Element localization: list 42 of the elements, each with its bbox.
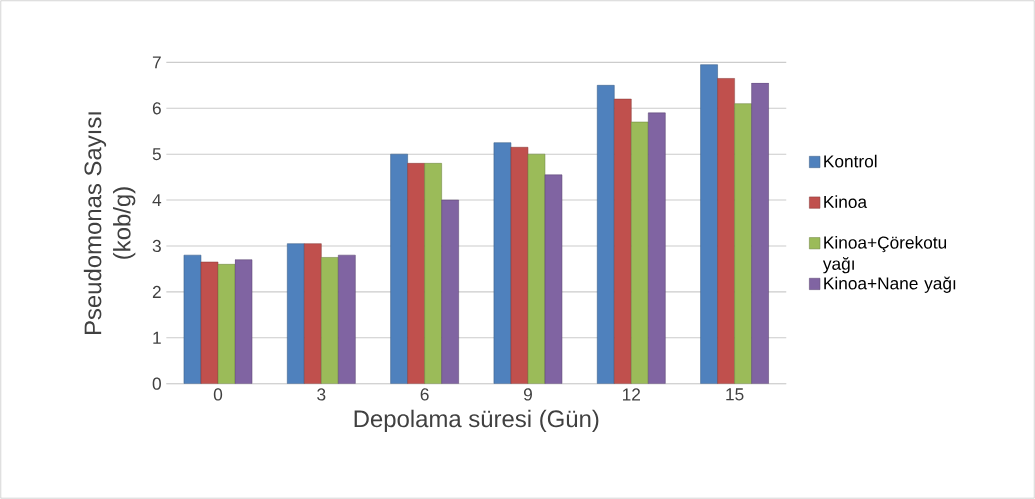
y-tick-label: 4 xyxy=(152,194,162,207)
bar xyxy=(751,82,769,384)
bar xyxy=(700,64,718,384)
x-tick-label: 3 xyxy=(317,388,326,401)
bar xyxy=(217,264,236,384)
y-tick-label: 5 xyxy=(152,148,161,161)
y-tick-label: 6 xyxy=(152,102,161,115)
bar xyxy=(441,199,459,384)
y-tick-label: 3 xyxy=(152,239,161,253)
legend-label: Kinoa+Nane yağı xyxy=(824,276,956,293)
y-tick-label: 1 xyxy=(153,331,161,344)
bar xyxy=(424,163,442,384)
y-tick-label: 0 xyxy=(152,377,161,390)
bar xyxy=(648,112,666,384)
legend-label: Kinoa+Çörekotu yağı xyxy=(822,235,947,274)
bar xyxy=(390,153,408,384)
bar xyxy=(614,98,632,384)
bar xyxy=(321,257,339,384)
bar xyxy=(596,85,615,384)
x-tick-label: 9 xyxy=(523,388,532,401)
bar xyxy=(304,243,322,384)
bar xyxy=(544,174,563,384)
bar xyxy=(234,259,253,384)
x-tick-label: 15 xyxy=(726,388,744,401)
y-axis-title: Pseudomonas Sayısı (kob/g) xyxy=(83,112,136,335)
x-tick-label: 6 xyxy=(420,388,429,401)
bar xyxy=(527,153,546,384)
bar xyxy=(717,78,735,384)
x-tick-label: 12 xyxy=(622,388,640,401)
bar xyxy=(338,254,356,384)
x-tick-label: 0 xyxy=(213,388,223,401)
legend-label: Kontrol xyxy=(824,154,877,168)
bar xyxy=(493,142,512,384)
y-tick-label: 2 xyxy=(152,285,161,298)
y-tick-label: 7 xyxy=(152,56,161,69)
bar xyxy=(287,243,305,384)
bar xyxy=(407,163,425,384)
bar xyxy=(183,254,202,384)
bar xyxy=(734,103,752,384)
bar xyxy=(631,121,649,384)
x-axis-title: Depolama süresi (Gün) xyxy=(354,409,599,433)
legend-label: Kinoa xyxy=(824,195,868,209)
